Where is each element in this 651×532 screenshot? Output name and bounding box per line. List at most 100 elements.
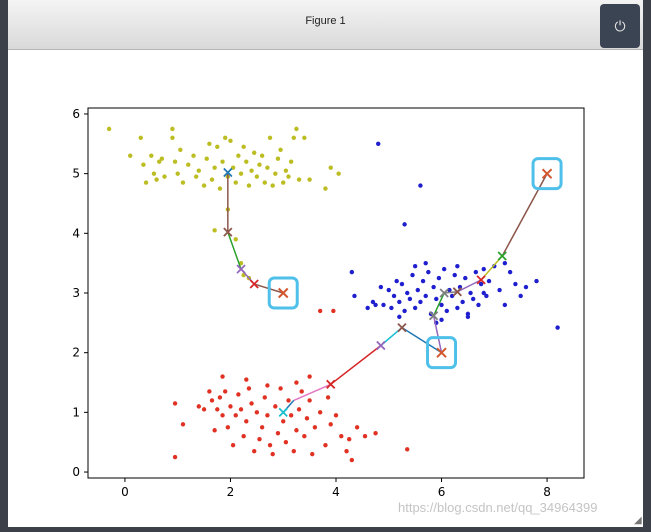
data-point <box>286 398 291 403</box>
data-point <box>281 180 286 185</box>
data-point <box>162 174 167 179</box>
centroid-path-segment <box>444 291 458 294</box>
data-point <box>296 177 302 182</box>
data-point <box>236 153 241 158</box>
data-point <box>217 186 223 191</box>
data-point <box>373 431 378 436</box>
data-point <box>299 389 304 394</box>
data-point <box>249 401 254 406</box>
data-point <box>207 389 212 394</box>
data-point <box>262 395 267 400</box>
y-tick-label: 5 <box>72 167 80 181</box>
data-point <box>304 416 310 421</box>
data-point <box>302 135 307 141</box>
data-point <box>455 263 460 269</box>
centroid-path-segment <box>432 292 445 316</box>
power-button[interactable]: ⏻ <box>600 4 640 48</box>
initial-center-highlight-box <box>267 276 299 310</box>
y-tick-label: 0 <box>72 465 80 479</box>
data-point <box>138 135 143 141</box>
data-point <box>186 162 191 167</box>
centroid-path-segment <box>401 326 442 354</box>
data-point <box>215 144 220 149</box>
data-point <box>407 296 413 302</box>
data-point <box>362 434 368 439</box>
data-point <box>476 302 481 308</box>
data-point <box>294 380 299 385</box>
data-point <box>405 447 410 452</box>
data-point <box>484 293 489 299</box>
x-tick-label: 8 <box>543 485 551 499</box>
data-point <box>273 171 278 176</box>
data-point <box>259 153 265 158</box>
centroid-marker <box>223 227 233 237</box>
centroid-marker <box>249 279 259 289</box>
x-tick-label: 6 <box>438 485 446 499</box>
data-point <box>259 425 265 430</box>
data-point <box>352 293 357 299</box>
data-point <box>262 180 267 185</box>
data-point <box>151 171 157 176</box>
data-point <box>331 308 336 314</box>
watermark-text: https://blog.csdn.net/qq_34964399 <box>398 500 598 515</box>
data-point <box>431 284 436 290</box>
data-point <box>252 448 257 454</box>
data-point <box>349 269 355 275</box>
data-point <box>267 442 273 448</box>
data-point <box>402 308 407 314</box>
y-tick-label: 1 <box>72 405 80 419</box>
data-point <box>209 398 215 403</box>
data-point <box>236 392 241 397</box>
data-point <box>513 281 518 287</box>
data-point <box>502 260 508 266</box>
data-point <box>265 383 270 388</box>
data-point <box>323 442 328 448</box>
data-point <box>463 275 468 281</box>
data-point <box>238 407 244 412</box>
data-point <box>307 374 312 379</box>
data-point <box>307 177 312 182</box>
centroid-marker <box>278 407 288 417</box>
y-tick-label: 2 <box>72 346 80 360</box>
data-point <box>418 299 423 305</box>
data-point <box>423 260 428 266</box>
centroid-path-segment <box>501 173 548 257</box>
data-point <box>244 159 249 164</box>
window-titlebar[interactable]: Figure 1 <box>8 0 643 50</box>
data-point <box>302 434 307 439</box>
data-point <box>154 177 159 182</box>
data-point <box>175 171 180 176</box>
data-point <box>410 272 415 278</box>
data-point <box>349 457 355 463</box>
centroid-marker <box>476 275 486 285</box>
data-point <box>481 290 486 296</box>
data-point <box>389 305 394 311</box>
data-point <box>128 153 133 158</box>
data-point <box>478 281 484 287</box>
data-point <box>328 422 333 427</box>
data-point <box>346 437 352 442</box>
data-point <box>378 284 384 290</box>
data-point <box>270 451 275 457</box>
initial-center-marker <box>436 347 447 358</box>
data-point <box>106 126 112 132</box>
data-point <box>365 305 370 311</box>
centroid-marker <box>326 379 336 389</box>
centroid-path-segment <box>293 383 332 402</box>
centroid-marker <box>439 288 449 298</box>
data-point <box>225 425 231 430</box>
resize-grip-icon[interactable]: ◢ <box>634 515 642 526</box>
data-point <box>241 434 246 439</box>
data-point <box>283 168 289 173</box>
data-point <box>381 302 386 308</box>
data-point <box>220 159 225 164</box>
x-tick-label: 2 <box>227 485 235 499</box>
initial-center-highlight-box <box>531 157 563 191</box>
data-point <box>468 290 473 296</box>
data-point <box>238 171 244 176</box>
data-point <box>270 183 275 188</box>
data-point <box>178 147 183 152</box>
data-point <box>402 222 407 227</box>
data-point <box>246 183 252 188</box>
data-point <box>426 269 431 275</box>
